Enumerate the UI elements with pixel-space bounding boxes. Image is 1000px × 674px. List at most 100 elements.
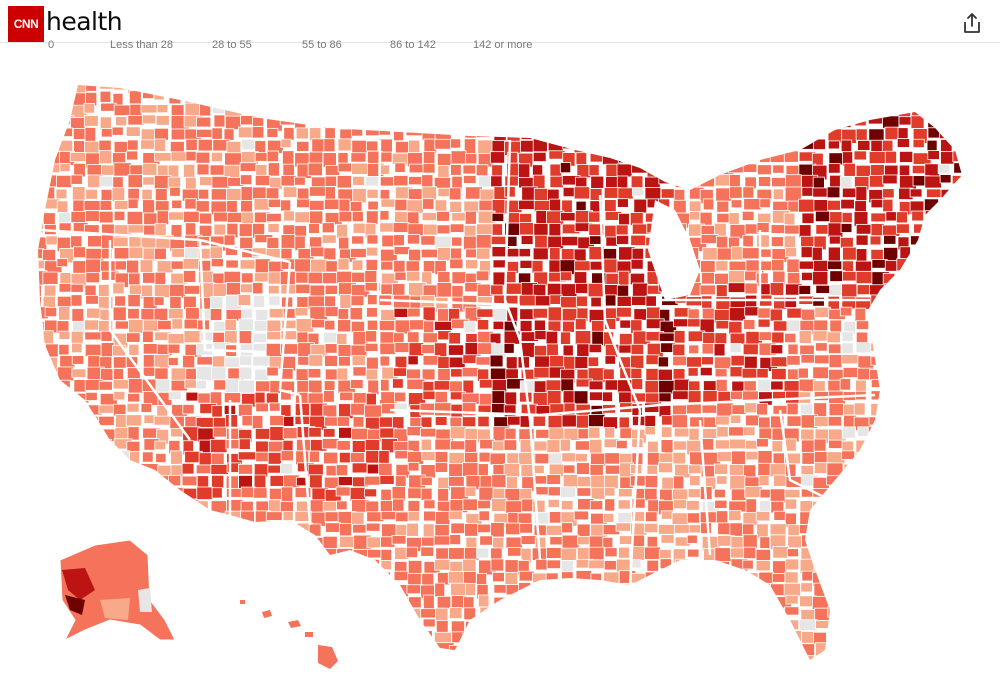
county-cell	[812, 500, 829, 514]
county-cell	[519, 608, 533, 618]
county-cell	[912, 570, 925, 581]
county-cell	[702, 198, 715, 211]
county-cell	[182, 595, 194, 608]
county-cell	[156, 210, 170, 226]
county-cell	[868, 416, 882, 426]
county-cell	[252, 669, 265, 674]
county-cell	[630, 619, 648, 635]
county-cell	[714, 439, 731, 450]
county-cell	[869, 91, 885, 107]
county-cell	[420, 608, 438, 619]
county-cell	[518, 596, 535, 608]
county-cell	[604, 139, 621, 153]
county-cell	[829, 284, 843, 296]
county-cell	[239, 162, 257, 172]
county-cell	[924, 210, 939, 226]
county-cell	[85, 668, 101, 674]
cnn-logo[interactable]: CNN	[8, 6, 44, 42]
county-cell	[548, 103, 564, 118]
county-cell	[225, 619, 241, 631]
county-cell	[602, 151, 621, 165]
county-cell	[112, 631, 132, 641]
county-cell	[772, 546, 790, 559]
county-cell	[98, 150, 113, 165]
county-cell	[492, 654, 505, 660]
county-cell	[561, 85, 575, 89]
county-cell	[338, 198, 351, 212]
county-cell	[688, 644, 700, 657]
county-cell	[729, 186, 743, 199]
county-cell	[603, 618, 621, 630]
county-cell	[463, 224, 477, 238]
county-cell	[828, 163, 841, 174]
county-map[interactable]	[0, 54, 1000, 674]
county-cell	[294, 307, 309, 317]
county-cell	[351, 644, 370, 656]
county-cell	[970, 259, 982, 270]
county-cell	[241, 308, 253, 319]
county-cell	[352, 549, 368, 563]
county-cell	[38, 368, 48, 383]
share-icon[interactable]	[960, 11, 984, 35]
county-cell	[730, 488, 747, 502]
county-cell	[784, 571, 799, 584]
county-cell	[183, 546, 201, 562]
county-cell	[770, 356, 789, 368]
county-cell	[883, 234, 897, 245]
county-cell	[451, 285, 464, 299]
county-cell	[815, 620, 832, 629]
county-cell	[700, 522, 712, 534]
county-cell	[100, 330, 113, 342]
county-cell	[169, 85, 188, 92]
county-cell	[169, 487, 185, 498]
county-cell	[504, 186, 516, 198]
county-cell	[841, 342, 854, 355]
county-cell	[238, 438, 251, 450]
county-cell	[503, 439, 518, 451]
county-cell	[335, 90, 350, 101]
county-cell	[336, 270, 353, 284]
county-cell	[224, 632, 243, 643]
county-cell	[869, 284, 886, 296]
county-cell	[923, 427, 936, 438]
county-cell	[266, 212, 282, 223]
county-cell	[674, 595, 691, 607]
section-title[interactable]: health	[46, 7, 123, 36]
county-cell	[856, 570, 873, 583]
county-cell	[687, 85, 700, 92]
county-cell	[604, 668, 619, 674]
county-cell	[56, 416, 68, 428]
county-cell	[365, 104, 381, 114]
county-cell	[953, 162, 962, 174]
county-cell	[127, 174, 143, 189]
county-cell	[898, 500, 912, 512]
county-cell	[659, 620, 672, 633]
county-cell	[420, 438, 432, 451]
county-cell	[72, 260, 88, 274]
county-cell	[156, 595, 173, 611]
county-cell	[309, 200, 325, 211]
county-cell	[828, 343, 842, 355]
county-cell	[45, 343, 59, 358]
county-cell	[840, 116, 852, 128]
county-cell	[826, 512, 843, 529]
county-cell	[951, 211, 962, 223]
county-cell	[714, 463, 729, 475]
county-cell	[728, 127, 739, 142]
county-cell	[897, 296, 911, 306]
county-cell	[829, 319, 842, 334]
county-cell	[968, 367, 983, 381]
county-cell	[58, 657, 77, 660]
county-cell	[477, 463, 489, 477]
county-cell	[351, 162, 369, 175]
county-cell	[38, 416, 47, 427]
county-cell	[605, 127, 618, 139]
county-cell	[393, 128, 404, 142]
county-cell	[674, 91, 690, 102]
county-cell	[630, 657, 648, 660]
county-cell	[549, 163, 563, 178]
county-cell	[475, 270, 490, 282]
county-cell	[364, 176, 380, 187]
county-cell	[573, 510, 590, 521]
county-cell	[478, 510, 490, 522]
